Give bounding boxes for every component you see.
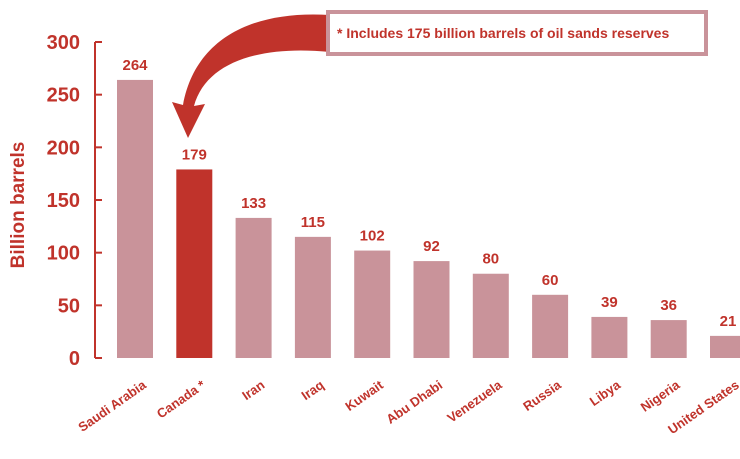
y-axis-label: Billion barrels xyxy=(8,142,29,269)
category-label: Venezuela xyxy=(444,377,505,426)
bar xyxy=(117,79,153,359)
y-tick-label: 0 xyxy=(69,348,80,370)
bar xyxy=(294,236,331,358)
category-label: Libya xyxy=(587,377,624,409)
category-label: Canada * xyxy=(154,377,209,422)
data-labels: 264 179 133 115 102 92 80 60 39 36 21 xyxy=(122,57,736,330)
category-label: Iraq xyxy=(298,377,326,403)
bar xyxy=(650,320,687,358)
data-label: 102 xyxy=(360,228,385,245)
data-label: 92 xyxy=(423,238,440,255)
category-label: Abu Dhabi xyxy=(383,377,445,427)
y-tick-label: 300 xyxy=(47,32,80,54)
data-label: 80 xyxy=(482,251,499,268)
y-tick-label: 100 xyxy=(47,243,80,265)
bar xyxy=(591,316,628,358)
bar xyxy=(235,217,272,358)
category-label: Nigeria xyxy=(638,377,683,415)
data-label: 264 xyxy=(122,57,148,74)
data-label: 39 xyxy=(601,294,618,311)
bar xyxy=(472,273,509,358)
y-tick-label: 150 xyxy=(47,190,80,212)
data-label: 60 xyxy=(542,272,559,289)
bar xyxy=(532,294,569,358)
data-label: 21 xyxy=(720,313,737,330)
bar xyxy=(176,169,213,358)
category-label: Kuwait xyxy=(342,377,386,414)
bar xyxy=(710,335,740,358)
y-tick-label: 250 xyxy=(47,85,80,107)
note-box xyxy=(326,10,708,56)
bar xyxy=(354,250,391,358)
data-label: 179 xyxy=(182,146,207,163)
data-label: 133 xyxy=(241,195,266,212)
y-tick-label: 50 xyxy=(58,295,80,317)
category-label: Iran xyxy=(239,377,267,403)
bars xyxy=(117,79,740,359)
note-text: * Includes 175 billion barrels of oil sa… xyxy=(337,25,669,41)
y-tick-label: 200 xyxy=(47,137,80,159)
callout-arrow xyxy=(172,14,330,138)
bar xyxy=(413,261,450,358)
category-label: Russia xyxy=(520,377,564,414)
y-axis: 0 50 100 150 200 250 300 xyxy=(47,32,102,370)
category-label: Saudi Arabia xyxy=(75,377,149,435)
data-label: 115 xyxy=(301,214,325,231)
data-label: 36 xyxy=(660,297,677,314)
